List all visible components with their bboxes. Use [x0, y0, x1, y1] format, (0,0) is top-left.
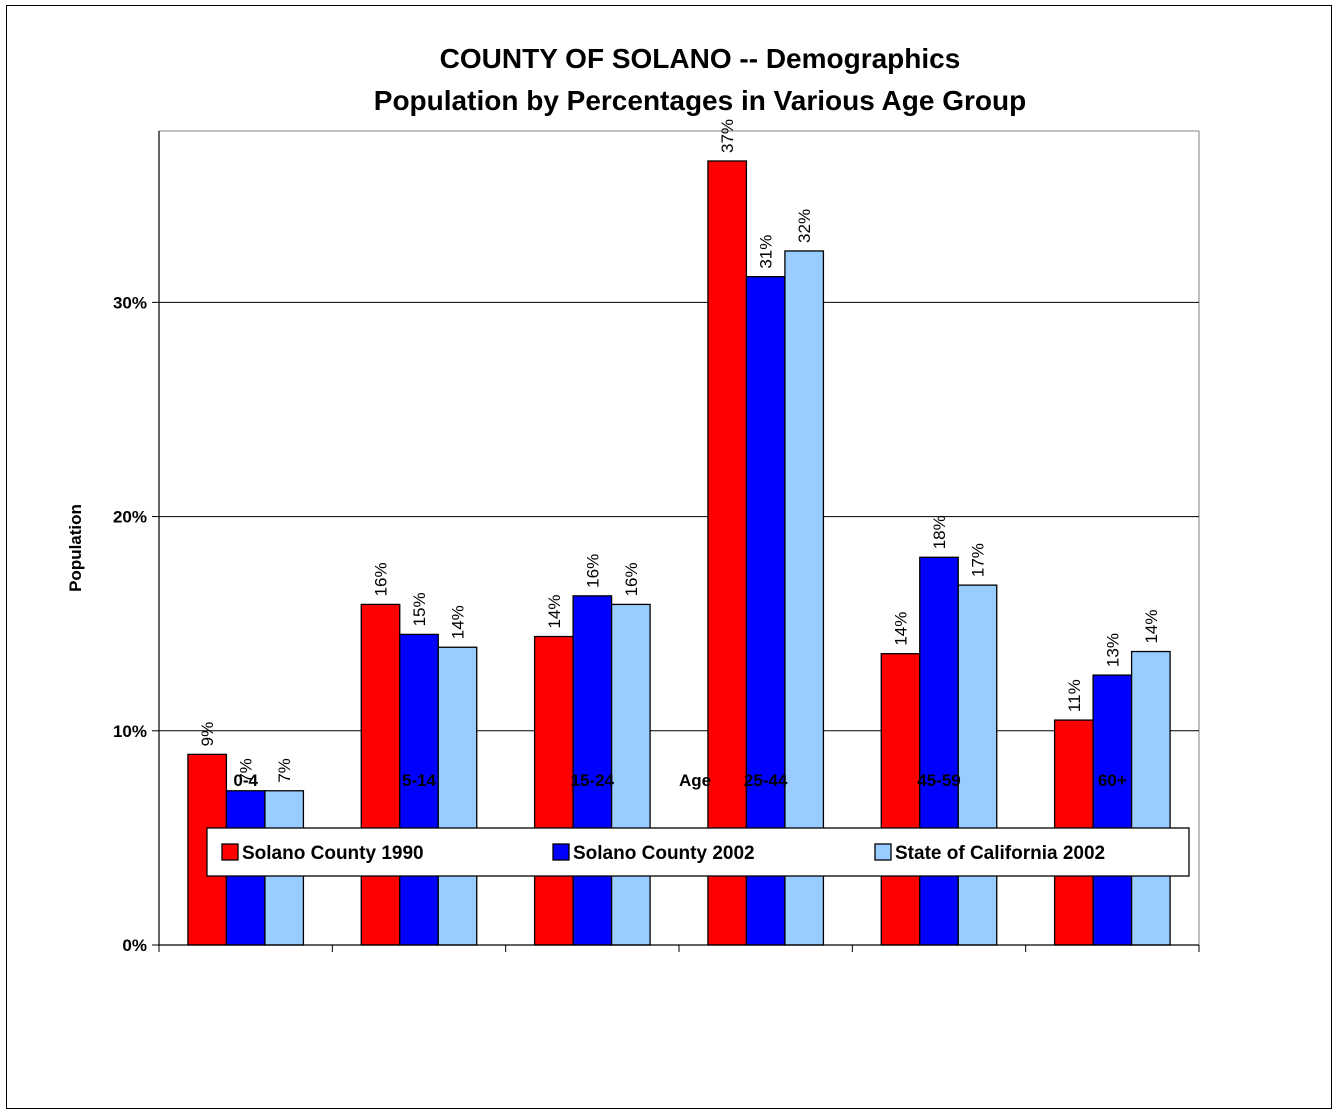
- data-label: 9%: [198, 722, 217, 747]
- legend-swatch: [221, 843, 239, 861]
- x-tick-label: 45-59: [917, 771, 960, 790]
- x-tick-label: 5-14: [402, 771, 437, 790]
- bar: [707, 160, 748, 946]
- bar: [1092, 674, 1133, 946]
- legend-box: [206, 827, 1190, 877]
- bar: [1130, 650, 1171, 946]
- data-label: 15%: [410, 592, 429, 626]
- legend: Solano County 1990 Solano County 2002 Stat…: [206, 827, 1190, 877]
- data-label: 18%: [930, 515, 949, 549]
- data-label: 14%: [449, 605, 468, 639]
- y-tick-label: 0%: [122, 936, 147, 955]
- x-tick-label: 15-24: [571, 771, 615, 790]
- legend-swatch: [874, 843, 892, 861]
- bar: [919, 556, 959, 946]
- bars: [187, 160, 1171, 946]
- chart-title-line-2: Population by Percentages in Various Age…: [374, 85, 1026, 116]
- data-label: 7%: [237, 758, 256, 783]
- bar: [360, 603, 401, 946]
- data-label: 16%: [583, 554, 602, 588]
- data-label: 32%: [795, 209, 814, 243]
- data-label: 16%: [372, 562, 391, 596]
- y-tick-label: 10%: [113, 722, 147, 741]
- y-tick-label: 20%: [113, 508, 147, 527]
- x-tick-label: 25-44: [744, 771, 788, 790]
- legend-label: State of California 2002: [895, 843, 1105, 864]
- legend-label: Solano County 2002: [573, 843, 755, 864]
- x-axis-title: Age: [679, 771, 711, 790]
- data-label: 13%: [1103, 633, 1122, 667]
- bar: [572, 595, 613, 946]
- bar: [610, 603, 651, 946]
- bar: [533, 635, 574, 946]
- chart-title-line-1: COUNTY OF SOLANO -- Demographics: [440, 43, 961, 74]
- data-label: 11%: [1065, 679, 1084, 712]
- axes: 0% 10% 20% 30% 0-4 5-14 15-24 25-44 45-59 60+: [113, 131, 1200, 955]
- bar: [880, 653, 921, 946]
- x-tick-label: 60+: [1098, 771, 1127, 790]
- bar: [437, 646, 478, 946]
- gridlines: [159, 130, 1200, 945]
- x-tick-label: 0-4: [233, 771, 258, 790]
- data-label: 14%: [545, 595, 564, 629]
- data-label: 17%: [969, 543, 988, 577]
- data-labels: 9% 7% 7% 16% 15% 14% 14% 16% 16% 37% 31% 32% 14% 18% 1…: [198, 119, 1161, 783]
- data-label: 16%: [622, 562, 641, 596]
- y-axis-title: Population: [66, 504, 85, 592]
- data-label: 37%: [718, 119, 737, 153]
- y-tick-label: 30%: [113, 293, 147, 312]
- legend-label: Solano County 1990: [242, 843, 424, 864]
- bar: [957, 584, 998, 946]
- legend-swatch: [552, 843, 570, 861]
- data-label: 7%: [275, 758, 294, 783]
- data-label: 14%: [1142, 610, 1161, 644]
- data-label: 14%: [892, 612, 911, 646]
- data-label: 31%: [757, 235, 776, 269]
